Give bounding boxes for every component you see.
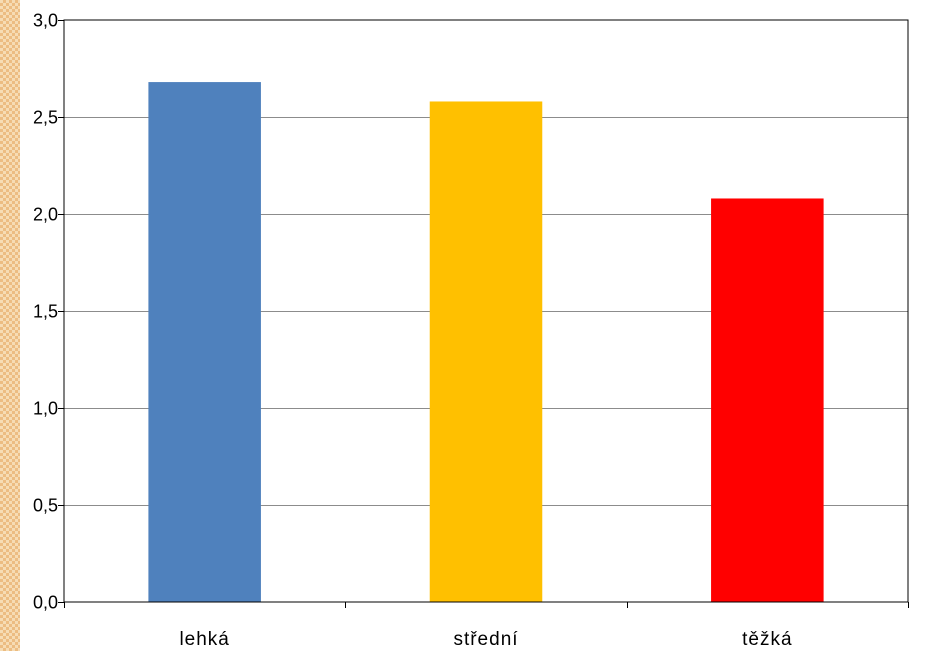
bar-2: [429, 101, 543, 602]
y-tick-label: 0,0: [33, 593, 58, 613]
decorative-border-strip: [0, 0, 20, 651]
x-category-label: lehká: [179, 629, 229, 650]
y-tick-label: 2,5: [33, 108, 58, 128]
bar-3: [711, 198, 824, 603]
y-tick-label: 1,0: [33, 399, 58, 419]
y-tick-label: 1,5: [33, 302, 58, 322]
axes: [58, 19, 909, 608]
y-tick-label: 3,0: [33, 11, 58, 31]
bars: [148, 82, 824, 603]
y-tick-label: 2,0: [33, 205, 58, 225]
x-category-label: těžká: [742, 629, 792, 650]
axis-labels: 0,0 0,5 1,0 1,5 2,0 2,5 3,0 lehká střední těžká: [33, 11, 792, 651]
y-tick-label: 0,5: [33, 496, 58, 516]
bar-1: [148, 82, 261, 602]
x-category-label: střední: [453, 629, 518, 650]
